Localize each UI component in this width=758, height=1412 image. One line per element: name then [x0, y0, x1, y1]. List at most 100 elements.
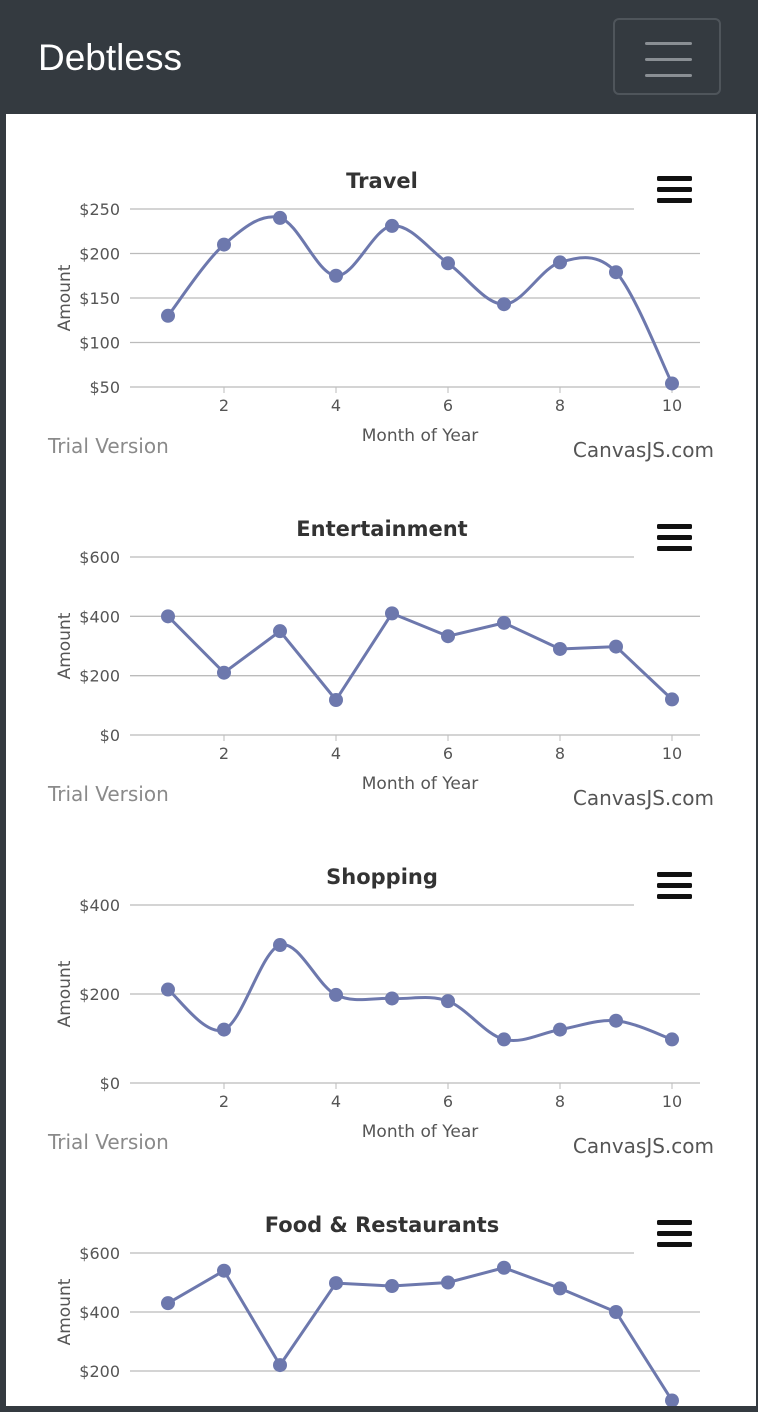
y-tick-label: $50 — [89, 378, 120, 397]
series-line — [166, 611, 674, 702]
charts-container — [6, 114, 756, 1406]
x-tick-label: 8 — [555, 396, 565, 415]
chart-title: Entertainment — [296, 517, 467, 541]
data-point[interactable] — [609, 1305, 623, 1319]
brand-title[interactable]: Debtless — [38, 37, 182, 78]
data-point[interactable] — [553, 255, 567, 270]
data-point[interactable] — [273, 938, 287, 953]
y-axis-title: Amount — [55, 264, 75, 331]
x-tick-label: 8 — [555, 1092, 565, 1111]
chart-2: Shopping $0 $200 $400 2 4 6 8 10 Amount Month of Y… — [47, 865, 714, 1158]
x-tick-label: 8 — [555, 744, 565, 763]
series-line — [166, 215, 674, 385]
data-point[interactable] — [329, 1276, 343, 1291]
series-line — [166, 1266, 674, 1402]
data-point[interactable] — [497, 615, 511, 630]
canvasjs-credit-link[interactable]: CanvasJS.com — [573, 438, 714, 462]
x-tick-label: 2 — [219, 1092, 229, 1111]
chart-title: Shopping — [326, 865, 438, 889]
data-point[interactable] — [497, 1260, 511, 1275]
chart-0: Travel $50 $100 $150 $200 $250 2 4 6 8 10 Amount Mon… — [47, 169, 714, 462]
hamburger-icon-bar-top — [645, 42, 692, 45]
data-point[interactable] — [553, 1281, 567, 1296]
y-axis-title: Amount — [55, 960, 75, 1027]
data-point[interactable] — [273, 1358, 287, 1373]
hamburger-icon[interactable] — [657, 1220, 692, 1247]
data-point[interactable] — [441, 1275, 455, 1290]
data-point[interactable] — [329, 692, 343, 707]
data-point[interactable] — [497, 297, 511, 312]
y-tick-label: $150 — [79, 289, 120, 308]
x-tick-label: 2 — [219, 744, 229, 763]
y-tick-label: $100 — [79, 334, 120, 353]
data-point[interactable] — [273, 624, 287, 639]
data-point[interactable] — [665, 376, 679, 391]
data-point[interactable] — [385, 991, 399, 1006]
x-tick-label: 10 — [662, 396, 682, 415]
data-point[interactable] — [553, 641, 567, 656]
data-point[interactable] — [329, 268, 343, 283]
data-point[interactable] — [609, 265, 623, 280]
x-tick-label: 4 — [331, 396, 341, 415]
data-point[interactable] — [385, 1279, 399, 1294]
x-axis-title: Month of Year — [362, 426, 478, 446]
data-point[interactable] — [441, 629, 455, 644]
y-tick-label: $0 — [100, 1074, 120, 1093]
data-point[interactable] — [329, 987, 343, 1002]
data-point[interactable] — [385, 606, 399, 621]
chart-1: Entertainment $0 $200 $400 $600 2 4 6 8 10 Amount M… — [47, 517, 714, 810]
y-axis-title: Amount — [55, 1278, 75, 1345]
y-tick-label: $600 — [79, 548, 120, 567]
data-point[interactable] — [665, 692, 679, 707]
data-point[interactable] — [441, 994, 455, 1009]
y-tick-label: $600 — [79, 1244, 120, 1263]
x-axis-title: Month of Year — [362, 1122, 478, 1142]
hamburger-icon[interactable] — [657, 524, 692, 551]
page-edge-bottom — [0, 1406, 758, 1412]
x-tick-label: 4 — [331, 1092, 341, 1111]
data-point[interactable] — [161, 982, 175, 997]
data-point[interactable] — [441, 256, 455, 271]
hamburger-icon[interactable] — [657, 176, 692, 203]
data-point[interactable] — [609, 639, 623, 654]
data-point[interactable] — [665, 1393, 679, 1408]
series-line — [166, 943, 674, 1042]
x-tick-label: 4 — [331, 744, 341, 763]
data-point[interactable] — [609, 1013, 623, 1028]
navbar: Debtless — [0, 0, 758, 114]
data-point[interactable] — [217, 237, 231, 252]
chart-title: Travel — [346, 169, 418, 193]
y-tick-label: $250 — [79, 200, 120, 219]
hamburger-icon[interactable] — [657, 872, 692, 899]
data-point[interactable] — [217, 1263, 231, 1278]
y-tick-label: $200 — [79, 985, 120, 1004]
y-axis-title: Amount — [55, 612, 75, 679]
y-tick-label: $400 — [79, 896, 120, 915]
canvasjs-credit-link[interactable]: CanvasJS.com — [573, 1134, 714, 1158]
hamburger-icon-bar-bottom — [645, 74, 692, 77]
trial-watermark: Trial Version — [47, 782, 169, 806]
hamburger-icon-bar-middle — [645, 58, 692, 61]
data-point[interactable] — [497, 1032, 511, 1047]
navbar-toggler-button[interactable] — [613, 18, 721, 95]
y-tick-label: $400 — [79, 607, 120, 626]
page-edge-right — [756, 114, 758, 1412]
data-point[interactable] — [161, 308, 175, 323]
data-point[interactable] — [217, 665, 231, 680]
data-point[interactable] — [665, 1032, 679, 1047]
x-tick-label: 10 — [662, 1092, 682, 1111]
data-point[interactable] — [161, 609, 175, 624]
y-tick-label: $200 — [79, 667, 120, 686]
x-tick-label: 2 — [219, 396, 229, 415]
x-tick-label: 6 — [443, 1092, 453, 1111]
data-point[interactable] — [161, 1296, 175, 1311]
y-tick-label: $0 — [100, 726, 120, 745]
data-point[interactable] — [273, 210, 287, 225]
x-tick-label: 10 — [662, 744, 682, 763]
data-point[interactable] — [553, 1022, 567, 1037]
data-point[interactable] — [217, 1022, 231, 1037]
canvasjs-credit-link[interactable]: CanvasJS.com — [573, 786, 714, 810]
data-point[interactable] — [385, 218, 399, 233]
